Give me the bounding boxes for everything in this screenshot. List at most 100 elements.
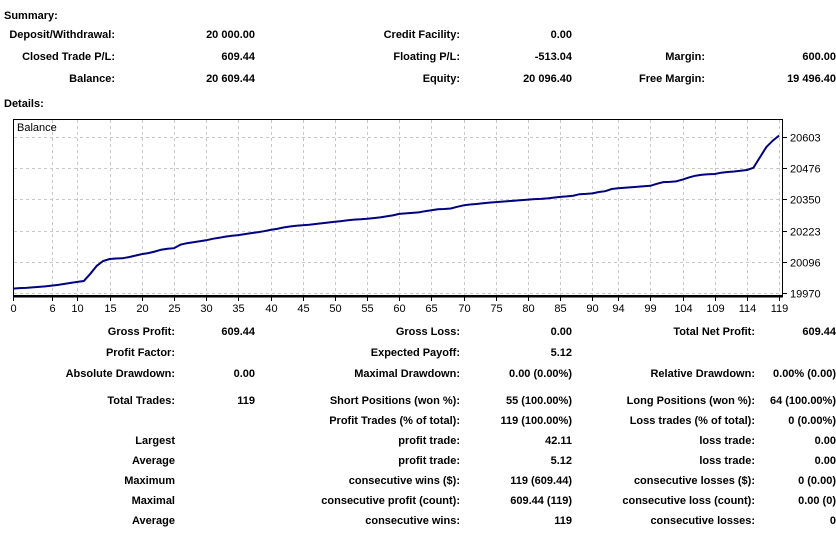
x-tick-label: 65 [425, 303, 437, 315]
y-tick-label: 19970 [790, 289, 821, 301]
stat-label: Maximal Drawdown: [354, 368, 460, 380]
details-heading: Details: [4, 98, 44, 110]
chart-border [13, 119, 783, 296]
chart-title: Balance [17, 122, 57, 134]
stat-value: 42.11 [545, 435, 572, 447]
stat-value: 0 [829, 515, 836, 527]
stat-label: Equity: [422, 73, 460, 85]
stat-value: 20 096.40 [523, 73, 572, 85]
stat-label [0, 411, 175, 431]
stat-label: profit trade: [398, 455, 460, 467]
stat-value: 19 496.40 [787, 73, 836, 85]
stat-label: Margin: [665, 51, 705, 63]
stat-value: 0.00 (0.00%) [509, 368, 572, 380]
stat-label: consecutive profit (count): [321, 495, 460, 507]
x-tick-label: 55 [361, 303, 373, 315]
x-tick-label: 50 [329, 303, 341, 315]
stat-value: 0 (0.00%) [788, 415, 836, 427]
stat-value: 119 (100.00%) [500, 415, 572, 427]
stat-value [175, 411, 255, 431]
stat-label: Closed Trade P/L: [22, 51, 115, 63]
stat-value: 55 (100.00%) [505, 395, 572, 407]
stat-value: 20 000.00 [206, 29, 255, 41]
stat-label [572, 24, 705, 46]
x-tick-label: 104 [674, 303, 692, 315]
stat-label: consecutive losses: [650, 515, 755, 527]
stat-label: Absolute Drawdown: [65, 368, 175, 380]
stat-label: consecutive losses ($): [633, 475, 755, 487]
stat-label: profit trade: [398, 435, 460, 447]
stat-value: 0.00 [550, 326, 572, 338]
x-tick-label: 6 [49, 303, 55, 315]
stat-label: Total Trades: [107, 395, 175, 407]
stat-label: consecutive wins: [365, 515, 460, 527]
stat-label: loss trade: [699, 435, 755, 447]
stat-label: Free Margin: [638, 73, 705, 85]
y-tick-label: 20350 [790, 195, 821, 207]
stat-value: 609.44 (119) [510, 495, 572, 507]
stat-label: Maximum [124, 475, 175, 487]
stat-label: Floating P/L: [393, 51, 460, 63]
x-tick-label: 109 [706, 303, 724, 315]
stat-label: consecutive loss (count): [622, 495, 755, 507]
stat-label: Average [131, 515, 175, 527]
stat-value [175, 451, 255, 471]
y-tick-label: 20476 [790, 164, 821, 176]
x-tick-label: 25 [168, 303, 180, 315]
stat-value [175, 511, 255, 531]
stat-label: Short Positions (won %): [329, 395, 460, 407]
stat-label: Expected Payoff: [370, 347, 460, 359]
stat-label: loss trade: [699, 455, 755, 467]
stat-value: -513.04 [534, 51, 572, 63]
x-tick-label: 20 [136, 303, 148, 315]
x-tick-label: 30 [200, 303, 212, 315]
stat-label: Relative Drawdown: [650, 368, 755, 380]
stat-value: 600.00 [802, 51, 836, 63]
balance-chart-svg: 19970 20096 20223 20350 20476 20603 0 6 10 15 20 25… [10, 119, 821, 315]
stat-label: Largest [135, 435, 175, 447]
stat-value: 64 (100.00%) [769, 395, 836, 407]
stats-table-bottom: Total Trades: 119 Short Positions (won %):… [0, 391, 836, 531]
stat-label: Average [131, 455, 175, 467]
stat-value: 5.12 [550, 455, 572, 467]
balance-line [12, 134, 780, 290]
stat-value [705, 24, 836, 46]
y-tick-label: 20603 [790, 133, 821, 145]
balance-chart: 19970 20096 20223 20350 20476 20603 0 6 10 15 20 25… [0, 115, 836, 315]
x-tick-label: 60 [393, 303, 405, 315]
x-tick-label: 119 [771, 303, 789, 315]
x-tick-label: 80 [522, 303, 534, 315]
stat-value: 119 (609.44) [510, 475, 572, 487]
x-tick-label: 0 [10, 303, 16, 315]
stat-value: 0.00 [550, 29, 572, 41]
stat-label: Total Net Profit: [673, 326, 755, 338]
stat-value: 609.44 [802, 326, 836, 338]
stat-value: 609.44 [221, 51, 255, 63]
x-tick-label: 40 [265, 303, 277, 315]
stat-label: Loss trades (% of total): [629, 415, 755, 427]
x-tick-label: 10 [71, 303, 83, 315]
stat-label: Gross Profit: [107, 326, 175, 338]
x-tick-label: 114 [739, 303, 757, 315]
x-tick-label: 99 [644, 303, 656, 315]
stat-label: Maximal [131, 495, 175, 507]
stat-value [755, 343, 836, 364]
stat-value: 0.00 [233, 368, 255, 380]
x-tick-label: 90 [586, 303, 598, 315]
stat-label: Profit Trades (% of total): [329, 415, 460, 427]
stat-value: 20 609.44 [206, 73, 255, 85]
summary-table: Deposit/Withdrawal: 20 000.00 Credit Facil… [0, 24, 836, 90]
x-tick-label: 85 [554, 303, 566, 315]
x-tick-label: 35 [232, 303, 244, 315]
x-tick-label: 94 [612, 303, 624, 315]
stat-value: 0.00% (0.00) [773, 368, 836, 380]
stat-value: 609.44 [221, 326, 255, 338]
stat-label: Long Positions (won %): [626, 395, 755, 407]
stat-label: Gross Loss: [395, 326, 460, 338]
stat-label: consecutive wins ($): [348, 475, 460, 487]
stat-value: 0.00 [814, 455, 836, 467]
stat-value: 0.00 (0) [798, 495, 836, 507]
stat-label: Deposit/Withdrawal: [9, 29, 115, 41]
summary-heading: Summary: [4, 10, 58, 22]
x-tick-label: 70 [458, 303, 470, 315]
